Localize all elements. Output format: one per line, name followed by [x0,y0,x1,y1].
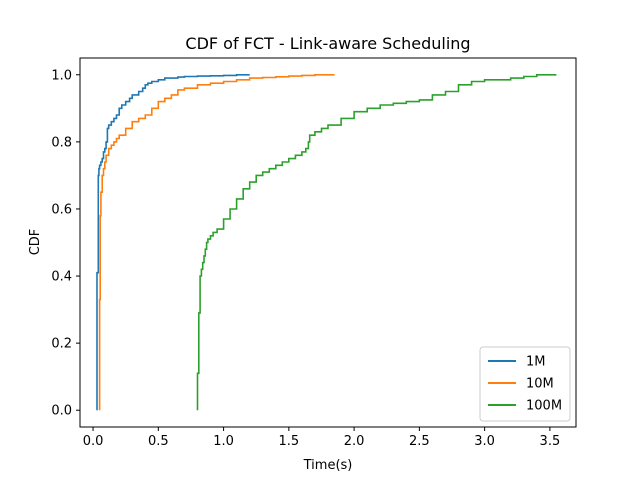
series-layer [96,74,557,411]
x-tick-label: 0.0 [83,434,104,449]
x-tick-label: 3.5 [540,434,561,449]
series-line-100m [196,74,557,411]
series-line-10m [98,74,335,411]
chart-title: CDF of FCT - Link-aware Scheduling [185,34,470,53]
legend-label-1m: 1M [526,355,546,370]
x-tick-label: 1.0 [213,434,234,449]
x-axis-label: Time(s) [303,458,353,473]
y-tick-label: 0.0 [51,404,72,419]
legend-label-10m: 10M [526,377,554,392]
y-tick-label: 0.6 [51,202,72,217]
x-tick-label: 1.5 [278,434,299,449]
axes-frame [79,57,577,428]
y-tick-label: 0.2 [51,337,72,352]
legend-box [479,346,571,422]
legend: 1M 10M 100M [479,346,571,422]
x-tick-label: 2.5 [409,434,430,449]
ticks-layer: 0.0 0.5 1.0 1.5 2.0 2.5 3.0 3.5 0.0 0.2 0.4 0.6 0.8 1… [51,68,560,449]
legend-label-100m: 100M [526,399,562,414]
y-tick-label: 1.0 [51,68,72,83]
x-tick-label: 2.0 [344,434,365,449]
y-axis-label: CDF [28,229,43,256]
x-tick-label: 3.0 [474,434,495,449]
x-tick-label: 0.5 [148,434,169,449]
y-tick-label: 0.4 [51,270,72,285]
series-line-1m [96,74,250,411]
y-tick-label: 0.8 [51,135,72,150]
